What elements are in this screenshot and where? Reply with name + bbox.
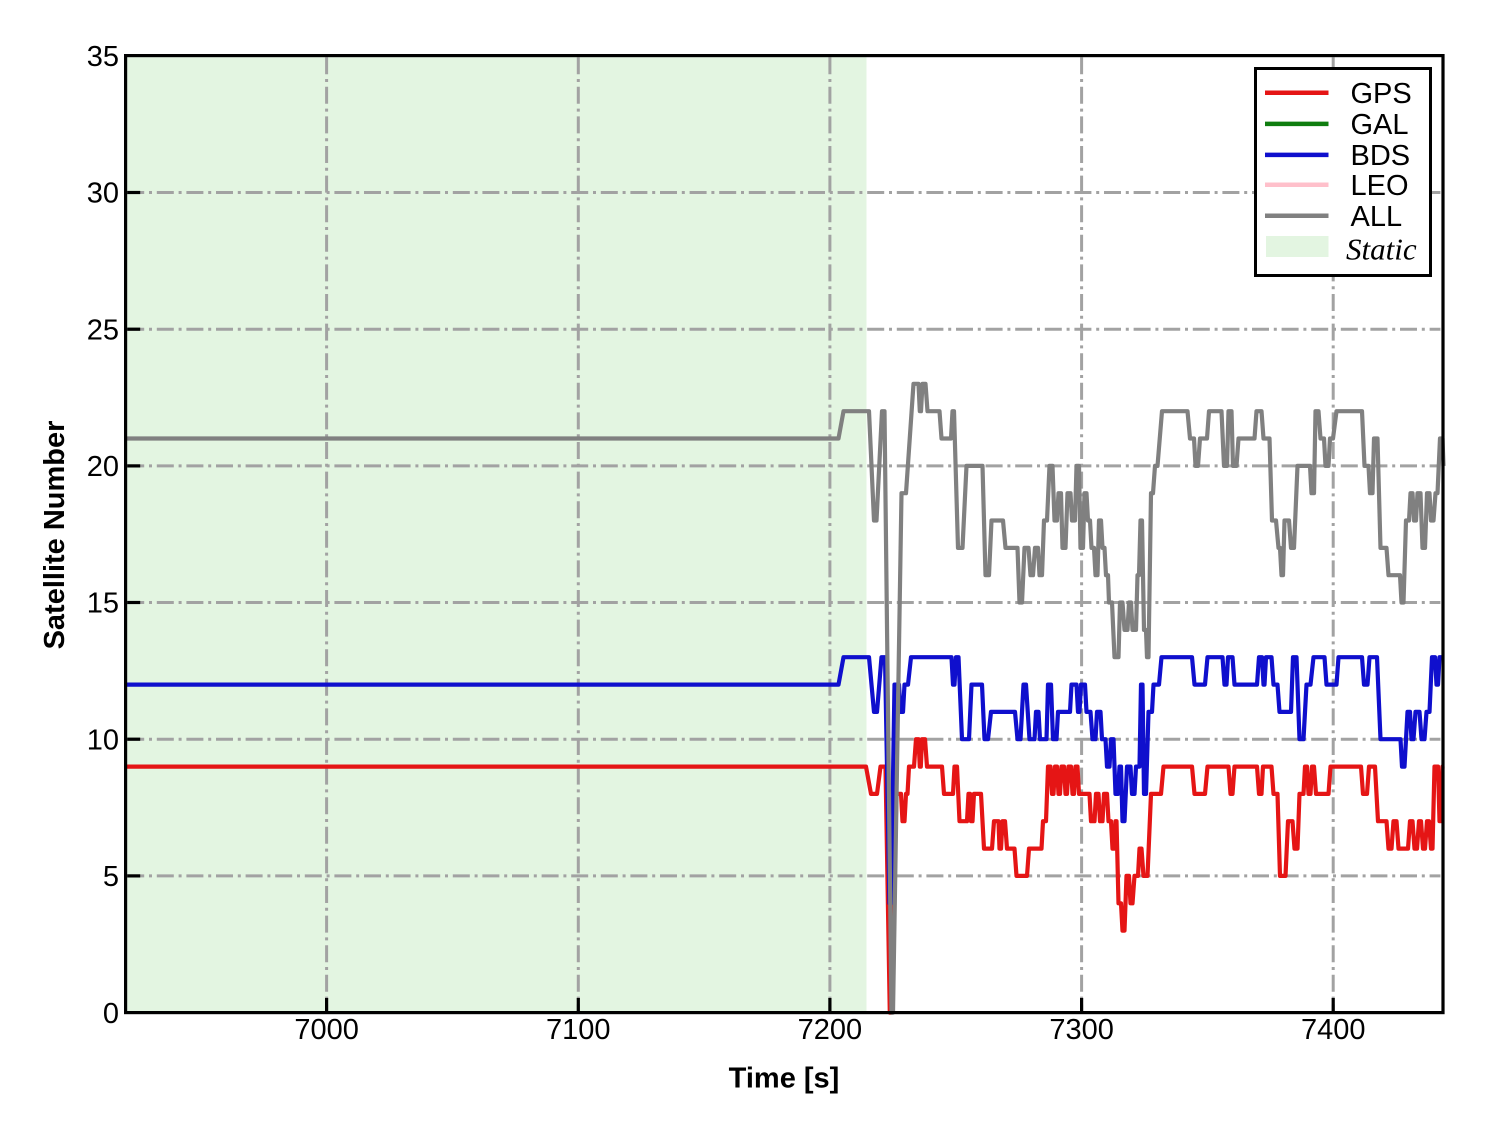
svg-text:LEO: LEO xyxy=(1351,170,1409,202)
svg-text:Time [s]: Time [s] xyxy=(729,1063,840,1095)
svg-text:BDS: BDS xyxy=(1351,140,1411,172)
svg-text:0: 0 xyxy=(103,998,119,1030)
svg-text:Satellite Number: Satellite Number xyxy=(39,421,71,650)
svg-text:7000: 7000 xyxy=(294,1014,359,1046)
svg-text:30: 30 xyxy=(87,178,119,210)
svg-text:GAL: GAL xyxy=(1351,109,1409,141)
svg-text:35: 35 xyxy=(87,41,119,73)
svg-text:20: 20 xyxy=(87,451,119,483)
svg-text:Static: Static xyxy=(1346,232,1417,267)
svg-text:10: 10 xyxy=(87,724,119,756)
svg-text:7400: 7400 xyxy=(1301,1014,1366,1046)
svg-text:7100: 7100 xyxy=(546,1014,611,1046)
svg-text:5: 5 xyxy=(103,861,119,893)
svg-text:GPS: GPS xyxy=(1351,78,1412,110)
svg-text:ALL: ALL xyxy=(1351,201,1403,233)
svg-text:15: 15 xyxy=(87,588,119,620)
svg-text:7300: 7300 xyxy=(1049,1014,1114,1046)
svg-text:7200: 7200 xyxy=(798,1014,863,1046)
svg-text:25: 25 xyxy=(87,314,119,346)
